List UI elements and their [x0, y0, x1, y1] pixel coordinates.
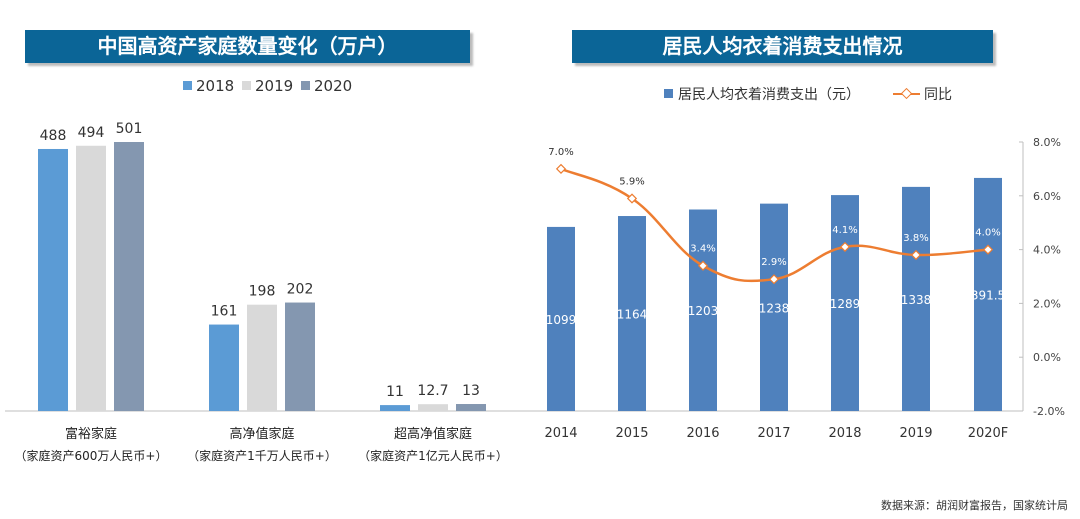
x-tick-label: 2016 — [686, 426, 719, 441]
x-tick-label: 2019 — [899, 426, 932, 441]
yoy-label: 7.0% — [548, 147, 573, 158]
legend-label-2019: 2019 — [255, 77, 293, 95]
bar-2020-1 — [285, 302, 315, 411]
bar-value-label: 1289 — [830, 297, 861, 311]
bar-value-label: 1238 — [759, 301, 790, 315]
bar-2019 — [902, 186, 930, 411]
bar-label: 494 — [78, 125, 105, 141]
category-sublabel: （家庭资产600万人民币+） — [15, 448, 168, 463]
legend-label-2020: 2020 — [314, 77, 352, 95]
x-tick-label: 2015 — [615, 426, 648, 441]
data-source: 数据来源：胡润财富报告，国家统计局 — [881, 499, 1068, 512]
yoy-label: 4.1% — [832, 225, 857, 236]
yoy-point-2018 — [839, 241, 851, 253]
legend-swatch-bar — [664, 89, 673, 98]
yoy-point-2014 — [555, 163, 567, 174]
bar-value-label: 391.5 — [971, 288, 1005, 302]
legend-marker — [900, 87, 913, 100]
bar-2015 — [618, 216, 646, 411]
yoy-label: 3.8% — [903, 233, 928, 244]
category-label: 高净值家庭 — [229, 426, 294, 442]
bar-label: 488 — [40, 128, 67, 144]
bar-value-label: 1099 — [546, 313, 577, 327]
bar-2019-1 — [247, 304, 277, 411]
bar-2018-2 — [380, 405, 410, 411]
yoy-label: 3.4% — [690, 244, 715, 255]
legend-swatch-2020 — [301, 81, 310, 90]
y2-tick-label: -2.0% — [1033, 405, 1065, 418]
legend-swatch-2019 — [242, 81, 251, 90]
category-label: 富裕家庭 — [65, 426, 117, 442]
bar-2017 — [760, 203, 788, 411]
yoy-point-2015 — [626, 193, 638, 204]
bar-2020F — [974, 177, 1002, 411]
y2-tick-label: 2.0% — [1033, 297, 1061, 310]
left-chart-title: 中国高资产家庭数量变化（万户） — [25, 30, 470, 63]
y2-tick-label: 6.0% — [1033, 190, 1061, 203]
bar-value-label: 1203 — [688, 304, 719, 318]
category-sublabel: （家庭资产1亿元人民币+） — [358, 448, 508, 463]
bar-2020-2 — [456, 404, 486, 411]
bar-2016 — [689, 209, 717, 411]
yoy-label: 2.9% — [761, 257, 786, 268]
bar-2018 — [831, 195, 859, 411]
bar-label: 198 — [249, 284, 276, 300]
bar-label: 11 — [386, 384, 404, 400]
legend-label-bar: 居民人均衣着消费支出（元） — [678, 87, 860, 103]
bar-2020-0 — [114, 142, 144, 411]
y2-tick-label: 4.0% — [1033, 244, 1061, 257]
category-sublabel: （家庭资产1千万人民币+） — [187, 448, 337, 463]
x-tick-label: 2018 — [828, 426, 861, 441]
bar-2018-0 — [38, 148, 68, 411]
legend-label-2018: 2018 — [196, 77, 234, 95]
category-label: 超高净值家庭 — [394, 426, 472, 442]
legend-swatch-2018 — [183, 81, 192, 90]
yoy-point-2019 — [910, 249, 922, 261]
yoy-point-2017 — [768, 274, 780, 285]
bar-label: 13 — [462, 383, 480, 399]
bar-label: 161 — [211, 304, 238, 320]
right-chart-title: 居民人均衣着消费支出情况 — [572, 30, 993, 63]
y2-tick-label: 0.0% — [1033, 351, 1061, 364]
yoy-label: 5.9% — [619, 176, 644, 187]
x-tick-label: 2017 — [757, 426, 790, 441]
bar-value-label: 1338 — [901, 293, 932, 307]
yoy-point-2016 — [697, 260, 709, 271]
bar-label: 12.7 — [417, 383, 448, 399]
x-tick-label: 2014 — [544, 426, 577, 441]
bar-2019-0 — [76, 145, 106, 411]
yoy-point-2020F — [982, 244, 994, 255]
bar-label: 202 — [287, 282, 314, 298]
bar-2018-1 — [209, 324, 239, 411]
legend-label-line: 同比 — [924, 87, 952, 103]
bar-2019-2 — [418, 404, 448, 411]
bar-label: 501 — [116, 121, 143, 137]
yoy-label: 4.0% — [975, 228, 1000, 239]
bar-2014 — [547, 226, 575, 411]
y2-tick-label: 8.0% — [1033, 136, 1061, 149]
x-tick-label: 2020F — [968, 426, 1009, 441]
bar-value-label: 1164 — [617, 308, 648, 322]
